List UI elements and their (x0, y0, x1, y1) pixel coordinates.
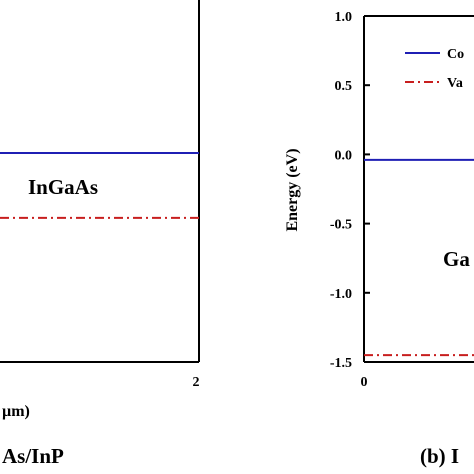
panel-b-caption: (b) I (420, 444, 459, 468)
panel-b: 1.0 0.5 0.0 -0.5 -1.0 -1.5 0 Energy (eV) Ga C… (284, 10, 474, 468)
legend-label-valence: Va (447, 76, 463, 91)
legend-label-conduction: Co (447, 47, 464, 62)
panel-b-y-axis-title: Energy (eV) (284, 148, 301, 231)
panel-b-region-label: Ga (443, 247, 470, 271)
panel-b-y-tick-label: -1.0 (330, 287, 352, 302)
panel-a-caption: As/InP (2, 444, 64, 468)
panel-a-region-label: InGaAs (28, 175, 98, 199)
panel-a-x-tick-label: 2 (193, 375, 200, 390)
panel-b-x-tick-label: 0 (361, 375, 368, 390)
panel-b-legend: Co Va (405, 47, 464, 91)
panel-b-y-tick-label: 1.0 (335, 10, 353, 25)
panel-b-y-tick-label: -0.5 (330, 218, 352, 233)
panel-a: 2 InGaAs µm) As/InP (0, 0, 200, 468)
panel-b-y-tick-label: 0.0 (335, 148, 353, 163)
panel-b-y-tick-label: -1.5 (330, 356, 352, 371)
panel-b-y-tick-label: 0.5 (335, 79, 353, 94)
panel-a-x-axis-title: µm) (2, 403, 30, 420)
